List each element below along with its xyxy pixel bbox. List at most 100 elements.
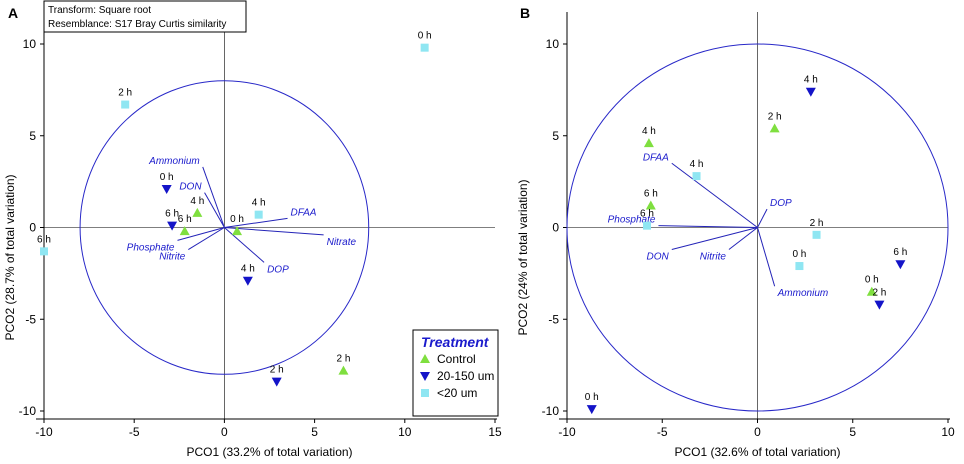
correlation-circle	[79, 80, 370, 375]
vector-ammonium	[757, 227, 776, 287]
y-axis-label: PCO2 (24% of total variation)	[516, 179, 530, 335]
point-label: 2 h	[810, 218, 824, 229]
x-tick-label: -10	[35, 425, 53, 439]
y-tick-label: 5	[29, 129, 36, 143]
point-20um	[643, 221, 652, 230]
panel-b: B -10 -5 0 5 10 -10 -5 0 5 10 PCO1 (32.6% of total …	[516, 5, 955, 459]
vector-label: DON	[179, 182, 202, 193]
point-label: 0 h	[585, 392, 599, 403]
point-20150um	[161, 184, 172, 194]
vector-label: Ammonium	[777, 288, 829, 299]
panel-label: A	[8, 5, 18, 21]
vector-label: Phosphate	[127, 242, 175, 253]
point-label: 4 h	[252, 198, 266, 209]
x-tick-label: -5	[129, 425, 140, 439]
vector-label: Nitrite	[159, 252, 186, 263]
point-label: 6 h	[640, 209, 654, 220]
legend-marker	[420, 354, 430, 363]
legend-marker	[421, 389, 429, 397]
point-control	[643, 138, 654, 148]
point-20150um	[895, 260, 906, 270]
point-label: 0 h	[792, 249, 806, 260]
x-axis-label: PCO1 (33.2% of total variation)	[186, 445, 352, 459]
y-tick-label: -5	[25, 312, 36, 326]
x-tick-label: 5	[311, 425, 318, 439]
point-control	[866, 286, 877, 296]
point-control	[338, 365, 349, 375]
vector-phosphate	[177, 227, 225, 241]
y-tick-label: -10	[542, 404, 560, 418]
y-tick-label: 10	[23, 37, 37, 51]
point-20150um	[874, 300, 885, 310]
info-line: Transform: Square root	[48, 5, 151, 16]
point-label: 0 h	[230, 214, 244, 225]
vector-label: DFAA	[643, 152, 669, 163]
x-tick-label: 15	[488, 425, 502, 439]
point-label: 2 h	[118, 88, 132, 99]
point-control	[179, 226, 190, 236]
point-label: 2 h	[270, 365, 284, 376]
point-20150um	[805, 87, 816, 97]
y-tick-label: -10	[19, 404, 37, 418]
x-tick-label: -10	[558, 425, 576, 439]
point-20150um	[167, 221, 178, 231]
vector-label: Phosphate	[608, 215, 656, 226]
point-label: 6 h	[644, 188, 658, 199]
x-tick-label: 0	[221, 425, 228, 439]
point-20um	[254, 210, 263, 219]
point-20150um	[586, 405, 597, 415]
point-label: 6 h	[893, 247, 907, 258]
point-20um	[812, 230, 821, 239]
vector-dfaa	[671, 162, 758, 228]
point-label: 0 h	[160, 172, 174, 183]
vector-nitrate	[224, 227, 324, 236]
legend-item: 20-150 um	[437, 369, 494, 383]
point-20um	[121, 100, 130, 109]
legend-item: Control	[437, 352, 476, 366]
y-tick-label: -5	[548, 312, 559, 326]
vector-label: DFAA	[291, 207, 317, 218]
point-label: 4 h	[690, 159, 704, 170]
point-control	[232, 226, 243, 236]
point-label: 4 h	[241, 264, 255, 275]
vector-label: DOP	[267, 264, 289, 275]
point-control	[192, 207, 203, 217]
x-tick-label: 10	[398, 425, 412, 439]
legend-item: <20 um	[437, 386, 477, 400]
vector-nitrite	[188, 227, 225, 250]
y-tick-label: 10	[546, 37, 560, 51]
point-control	[645, 200, 656, 210]
y-tick-label: 0	[552, 221, 559, 235]
vector-label: Ammonium	[148, 156, 200, 167]
vector-don	[671, 227, 758, 251]
point-20um	[40, 247, 48, 256]
vector-label: Nitrite	[700, 252, 727, 263]
point-control	[769, 123, 780, 133]
x-tick-label: 10	[941, 425, 955, 439]
correlation-circle	[566, 43, 949, 412]
point-label: 2 h	[337, 354, 351, 365]
point-20um	[420, 43, 429, 52]
point-label: 6 h	[178, 214, 192, 225]
x-tick-label: 0	[754, 425, 761, 439]
info-line: Resemblance: S17 Bray Curtis similarity	[48, 19, 226, 30]
point-20150um	[271, 377, 282, 387]
point-label: 4 h	[642, 126, 656, 137]
point-label: 2 h	[872, 288, 886, 299]
x-axis-label: PCO1 (32.6% of total variation)	[674, 445, 840, 459]
point-20um	[795, 262, 804, 271]
y-axis-label: PCO2 (28.7% of total variation)	[3, 174, 17, 340]
panel-label: B	[520, 5, 530, 21]
vector-label: DOP	[770, 198, 792, 209]
vector-phosphate	[658, 225, 758, 228]
vector-dop	[224, 227, 265, 263]
legend-title: Treatment	[421, 334, 490, 350]
y-tick-label: 0	[29, 221, 36, 235]
x-tick-label: 5	[849, 425, 856, 439]
point-label: 6 h	[165, 209, 179, 220]
info-box	[43, 0, 247, 33]
point-label: 4 h	[804, 75, 818, 86]
vector-dfaa	[224, 217, 288, 228]
panel-a: A -10 -5 0 5 10 15 -10 -5 0 5 10 PCO1 (33.2% of tota…	[3, 0, 502, 459]
